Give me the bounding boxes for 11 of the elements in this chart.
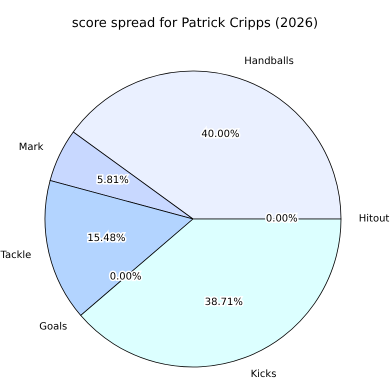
category-label: Hitout xyxy=(358,214,390,224)
slice-label: Mark xyxy=(18,142,44,154)
chart-title: score spread for Patrick Cripps (2026) xyxy=(70,16,320,31)
slice-label: Kicks xyxy=(250,368,276,380)
slice-label: Tackle xyxy=(0,250,32,262)
data-label: 40.00% xyxy=(201,129,240,140)
data-label: 15.48% xyxy=(87,233,126,244)
data-label: 5.81% xyxy=(96,175,129,186)
category-label: Goals xyxy=(39,321,68,332)
slice-label: Handballs xyxy=(244,56,294,67)
data-label: 38.71% xyxy=(204,296,243,308)
